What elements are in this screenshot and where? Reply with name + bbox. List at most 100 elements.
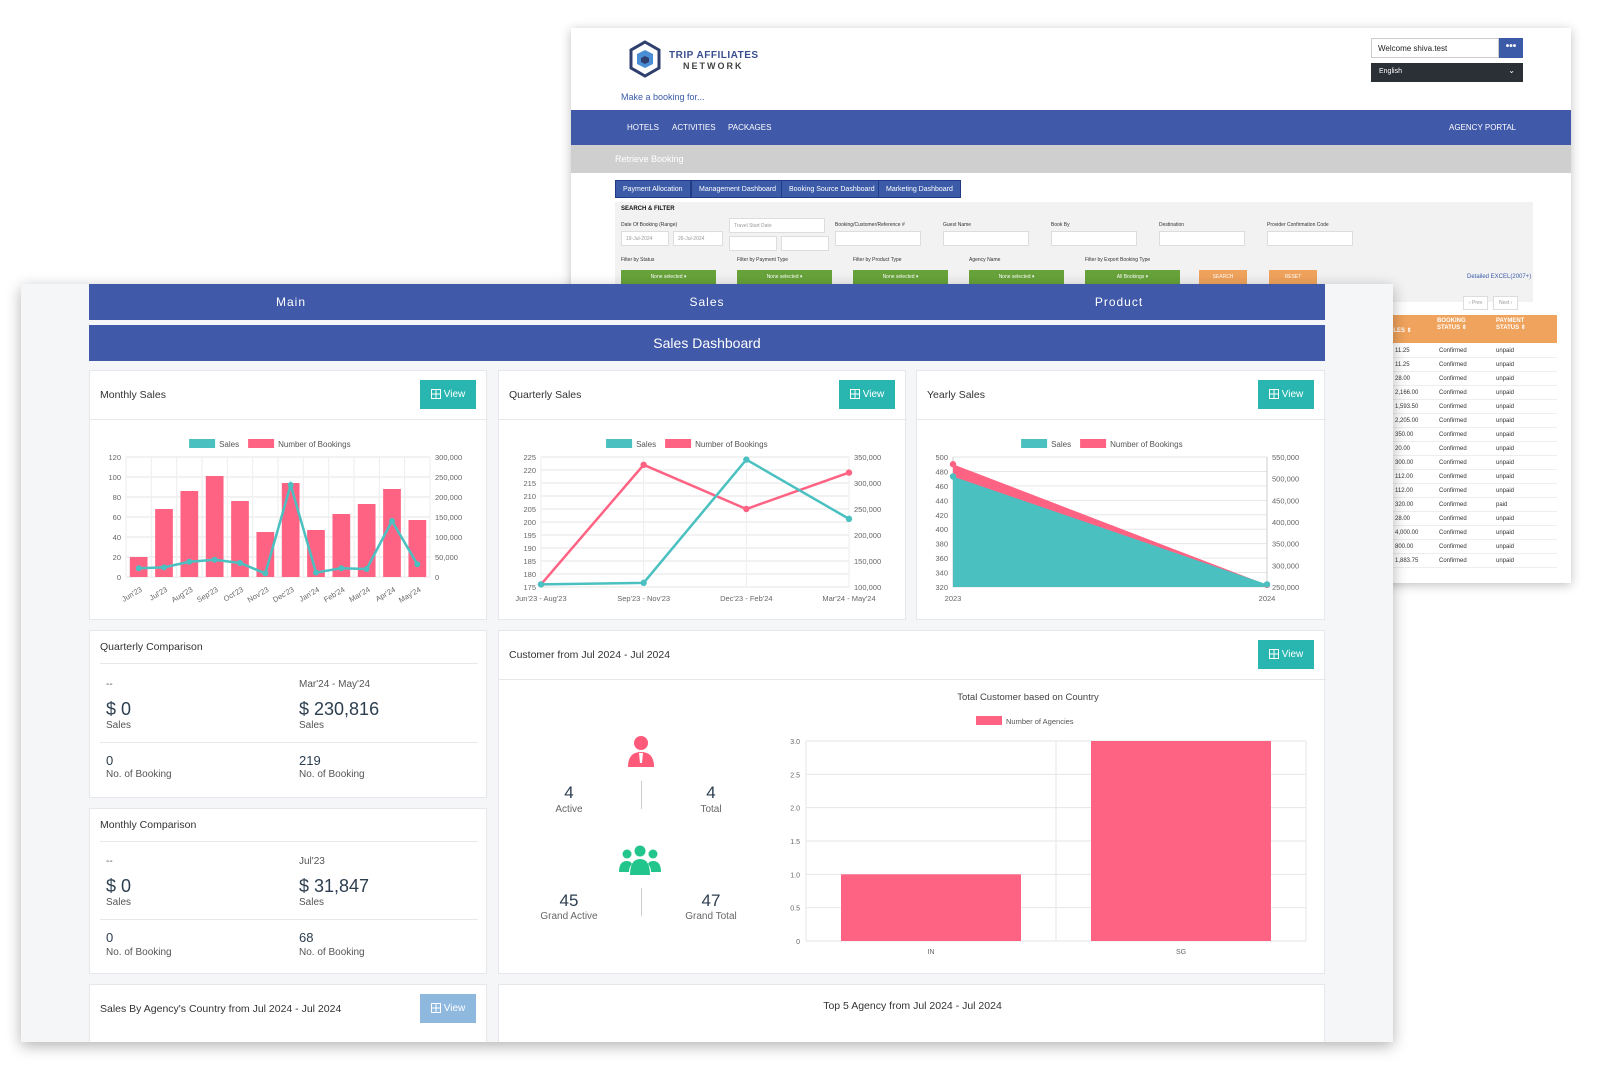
date-from-input[interactable]: 19-Jul-2024 [621,231,669,246]
bar-bookings [383,489,401,577]
status-filter-select[interactable]: None selected ▾ [621,270,716,284]
nav-hotels[interactable]: HOTELS [627,123,660,132]
next-page-button[interactable]: Next › [1493,296,1519,310]
cell-sales: D 350.00 [1389,432,1414,438]
table-row[interactable]: D 112.00 Confirmed unpaid [1387,470,1557,484]
nav-packages[interactable]: PACKAGES [728,123,772,132]
nav-main[interactable]: Main [275,295,306,309]
q-right-booking-label: No. of Booking [299,769,365,780]
table-row[interactable]: D 320.00 Confirmed paid [1387,498,1557,512]
tab-management-dashboard[interactable]: Management Dashboard [691,180,785,198]
table-row[interactable]: D 800.00 Confirmed unpaid [1387,540,1557,554]
y-tick-label: 190 [523,544,536,553]
cell-booking-status: Confirmed [1439,530,1467,536]
col-payment-status-header[interactable]: PAYMENT STATUS ⇕ [1496,318,1526,331]
cell-payment-status: unpaid [1496,362,1515,368]
table-row[interactable]: D 1,593.50 Confirmed unpaid [1387,400,1557,414]
bar-bookings [155,509,173,577]
bar-bookings [231,501,249,577]
user-menu-button[interactable]: ••• [1499,38,1523,58]
point-sales [845,515,853,523]
view-label: View [443,389,466,400]
prev-page-button[interactable]: ‹ Prev [1463,296,1489,310]
table-row[interactable]: D 2,166.00 Confirmed unpaid [1387,386,1557,400]
by-country-view-button[interactable]: View [420,994,476,1023]
table-row[interactable]: D 11.25 Confirmed unpaid [1387,344,1557,358]
y-tick-label: 215 [523,479,536,488]
reset-button[interactable]: RESET [1269,270,1317,284]
grand-active-label: Grand Active [540,911,598,922]
agency-filter-select[interactable]: None selected ▾ [969,270,1064,284]
table-row[interactable]: D 4,000.00 Confirmed unpaid [1387,526,1557,540]
table-row[interactable]: D 28.00 Confirmed unpaid [1387,512,1557,526]
user-icon [628,736,654,767]
y2-tick-label: 100,000 [435,533,462,542]
export-filter-select[interactable]: All Bookings ▾ [1085,270,1180,284]
legend-label: Number of Bookings [1110,440,1182,449]
language-select[interactable]: English ⌄ [1371,63,1523,82]
table-row[interactable]: D 28.00 Confirmed unpaid [1387,372,1557,386]
series-line-bookings [540,463,850,586]
col-sales-header[interactable]: ALES ⇕ [1389,328,1412,334]
make-booking-link[interactable]: Make a booking for... [621,92,705,102]
cell-sales: D 2,205.00 [1389,418,1419,424]
excel-export-link[interactable]: Detailed EXCEL(2007+) [1467,274,1532,280]
point-sales [313,569,319,576]
quarterly-comparison-card: Quarterly Comparison -- Mar'24 - May'24 … [89,630,487,798]
destination-input[interactable] [1159,231,1245,246]
m-left-booking: 0 [106,930,114,945]
nav-product[interactable]: Product [1094,295,1144,309]
yearly-sales-chart: Sales Number of Bookings 320 340 360 380 400 42… [935,439,1299,603]
nav-sales[interactable]: Sales [689,295,725,309]
search-button[interactable]: SEARCH [1199,270,1247,284]
travel-to-input[interactable] [781,236,829,251]
nav-activities[interactable]: ACTIVITIES [672,123,716,132]
point-sales [537,581,545,588]
table-row[interactable]: D 20.00 Confirmed unpaid [1387,442,1557,456]
cell-booking-status: Confirmed [1439,460,1467,466]
tab-marketing-dashboard[interactable]: Marketing Dashboard [878,180,961,198]
x-tick-label: 2024 [1259,594,1276,603]
nav-agency-portal[interactable]: AGENCY PORTAL [1449,123,1517,132]
date-to-input[interactable]: 26-Jul-2024 [673,231,723,246]
series-line-sales [138,480,419,576]
payment-filter-select[interactable]: None selected ▾ [737,270,832,284]
monthly-view-button[interactable]: View [420,380,476,409]
monthly-comparison-card: Monthly Comparison -- Jul'23 $ 0 $ 31,84… [89,808,487,974]
yearly-view-button[interactable]: View [1258,380,1314,409]
table-row[interactable]: D 2,205.00 Confirmed unpaid [1387,414,1557,428]
y-tick-label: 2.0 [790,806,800,813]
travel-start-select[interactable]: Travel Start Date [729,218,825,233]
table-row[interactable]: D 350.00 Confirmed unpaid [1387,428,1557,442]
x-tick-label: May'24 [397,585,422,605]
provider-code-input[interactable] [1267,231,1353,246]
x-tick-label: Jul'23 [148,585,169,602]
table-row[interactable]: D 11.25 Confirmed unpaid [1387,358,1557,372]
cell-sales: D 1,593.50 [1389,404,1419,410]
table-row[interactable]: D 1,883.75 Confirmed unpaid [1387,554,1557,568]
reference-input[interactable] [835,231,921,246]
guest-name-input[interactable] [943,231,1029,246]
y-tick-label: 180 [523,570,536,579]
language-value: English [1379,68,1402,75]
point-sales [949,473,957,480]
table-row[interactable]: D 112.00 Confirmed unpaid [1387,484,1557,498]
travel-from-input[interactable] [729,236,777,251]
quarterly-view-button[interactable]: View [839,380,895,409]
q-left-period: -- [106,679,113,690]
customer-card: Customer from Jul 2024 - Jul 2024 View 4… [498,630,1326,974]
cell-sales: D 112.00 [1389,488,1413,494]
table-row[interactable]: D 300.00 Confirmed unpaid [1387,456,1557,470]
book-by-input[interactable] [1051,231,1137,246]
tab-payment-allocation[interactable]: Payment Allocation [615,180,691,198]
legend-label: Number of Bookings [278,440,350,449]
legend-label: Sales [219,440,239,449]
total-label: Total [700,804,722,815]
series-line-sales [540,457,850,586]
tab-booking-source-dashboard[interactable]: Booking Source Dashboard [781,180,883,198]
col-booking-status-header[interactable]: BOOKING STATUS ⇕ [1437,318,1467,331]
grand-active-count: 45 [559,891,579,910]
cell-booking-status: Confirmed [1439,446,1467,452]
product-filter-select[interactable]: None selected ▾ [853,270,948,284]
customer-view-button[interactable]: View [1258,640,1314,669]
